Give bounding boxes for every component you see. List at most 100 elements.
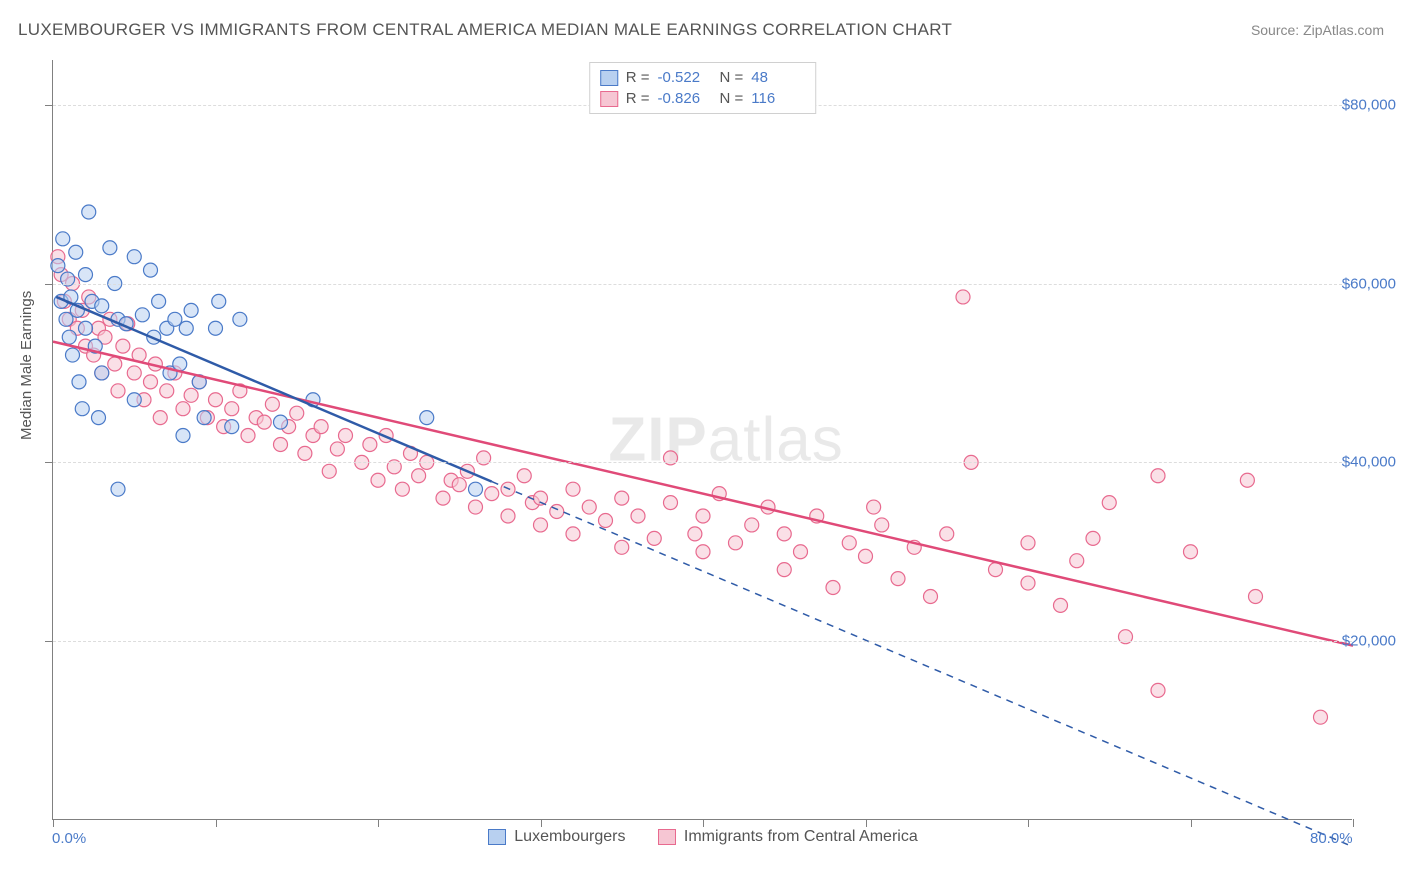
y-axis-tick-label: $20,000 xyxy=(1342,633,1396,650)
scatter-point xyxy=(241,429,255,443)
scatter-point xyxy=(534,518,548,532)
scatter-point xyxy=(69,245,83,259)
scatter-plot-svg xyxy=(53,60,1352,819)
scatter-point xyxy=(891,572,905,586)
scatter-point xyxy=(225,420,239,434)
legend-swatch-series-1 xyxy=(600,91,618,107)
scatter-point xyxy=(696,545,710,559)
scatter-point xyxy=(566,482,580,496)
scatter-point xyxy=(322,464,336,478)
scatter-point xyxy=(95,299,109,313)
scatter-point xyxy=(152,294,166,308)
scatter-point xyxy=(209,321,223,335)
scatter-point xyxy=(371,473,385,487)
legend-label: Luxembourgers xyxy=(514,828,625,846)
scatter-point xyxy=(867,500,881,514)
scatter-point xyxy=(176,402,190,416)
legend-swatch-central-america xyxy=(658,829,676,845)
x-axis-tick xyxy=(378,819,379,827)
legend-n-value-0: 48 xyxy=(751,69,805,86)
scatter-point xyxy=(826,581,840,595)
y-axis-tick xyxy=(45,105,53,106)
scatter-point xyxy=(777,563,791,577)
x-axis-tick xyxy=(1191,819,1192,827)
legend-n-label: N = xyxy=(720,69,744,86)
scatter-point xyxy=(696,509,710,523)
legend-row: R = -0.826 N = 116 xyxy=(600,88,806,109)
scatter-point xyxy=(615,491,629,505)
scatter-point xyxy=(111,482,125,496)
scatter-point xyxy=(1314,710,1328,724)
scatter-point xyxy=(330,442,344,456)
scatter-point xyxy=(197,411,211,425)
scatter-point xyxy=(225,402,239,416)
scatter-point xyxy=(92,411,106,425)
scatter-point xyxy=(664,496,678,510)
scatter-point xyxy=(144,375,158,389)
scatter-point xyxy=(103,241,117,255)
scatter-point xyxy=(395,482,409,496)
scatter-point xyxy=(56,232,70,246)
scatter-point xyxy=(75,402,89,416)
scatter-point xyxy=(452,478,466,492)
scatter-point xyxy=(615,540,629,554)
gridline-horizontal xyxy=(53,462,1352,463)
gridline-horizontal xyxy=(53,284,1352,285)
scatter-point xyxy=(582,500,596,514)
scatter-point xyxy=(956,290,970,304)
scatter-point xyxy=(274,437,288,451)
scatter-point xyxy=(265,397,279,411)
scatter-point xyxy=(1151,683,1165,697)
scatter-point xyxy=(1102,496,1116,510)
legend-item: Immigrants from Central America xyxy=(658,828,918,846)
scatter-point xyxy=(79,321,93,335)
trend-line-dashed xyxy=(492,482,1353,847)
scatter-point xyxy=(363,437,377,451)
source-link[interactable]: ZipAtlas.com xyxy=(1303,22,1384,38)
scatter-point xyxy=(688,527,702,541)
legend-row: R = -0.522 N = 48 xyxy=(600,67,806,88)
y-axis-tick xyxy=(45,462,53,463)
scatter-point xyxy=(745,518,759,532)
scatter-point xyxy=(517,469,531,483)
scatter-point xyxy=(127,393,141,407)
scatter-point xyxy=(924,589,938,603)
scatter-point xyxy=(51,259,65,273)
legend-item: Luxembourgers xyxy=(488,828,625,846)
scatter-point xyxy=(1070,554,1084,568)
scatter-point xyxy=(298,446,312,460)
scatter-point xyxy=(290,406,304,420)
scatter-point xyxy=(729,536,743,550)
legend-swatch-luxembourgers xyxy=(488,829,506,845)
scatter-point xyxy=(209,393,223,407)
scatter-point xyxy=(160,384,174,398)
source-label: Source: xyxy=(1251,22,1303,38)
legend-label: Immigrants from Central America xyxy=(684,828,918,846)
trend-line-solid xyxy=(53,342,1353,646)
scatter-point xyxy=(566,527,580,541)
scatter-point xyxy=(82,205,96,219)
scatter-point xyxy=(168,312,182,326)
scatter-point xyxy=(176,429,190,443)
x-axis-tick xyxy=(53,819,54,827)
scatter-point xyxy=(1240,473,1254,487)
y-axis-tick-label: $80,000 xyxy=(1342,96,1396,113)
scatter-point xyxy=(599,513,613,527)
scatter-point xyxy=(1249,589,1263,603)
x-axis-tick xyxy=(1353,819,1354,827)
scatter-point xyxy=(469,500,483,514)
legend-r-label: R = xyxy=(626,90,650,107)
source-attribution: Source: ZipAtlas.com xyxy=(1251,22,1384,38)
scatter-point xyxy=(859,549,873,563)
scatter-point xyxy=(184,388,198,402)
scatter-point xyxy=(257,415,271,429)
scatter-point xyxy=(420,411,434,425)
scatter-point xyxy=(184,303,198,317)
scatter-point xyxy=(72,375,86,389)
legend-r-value-1: -0.826 xyxy=(658,90,712,107)
scatter-point xyxy=(469,482,483,496)
scatter-point xyxy=(339,429,353,443)
scatter-point xyxy=(233,312,247,326)
y-axis-tick-label: $60,000 xyxy=(1342,275,1396,292)
scatter-point xyxy=(95,366,109,380)
